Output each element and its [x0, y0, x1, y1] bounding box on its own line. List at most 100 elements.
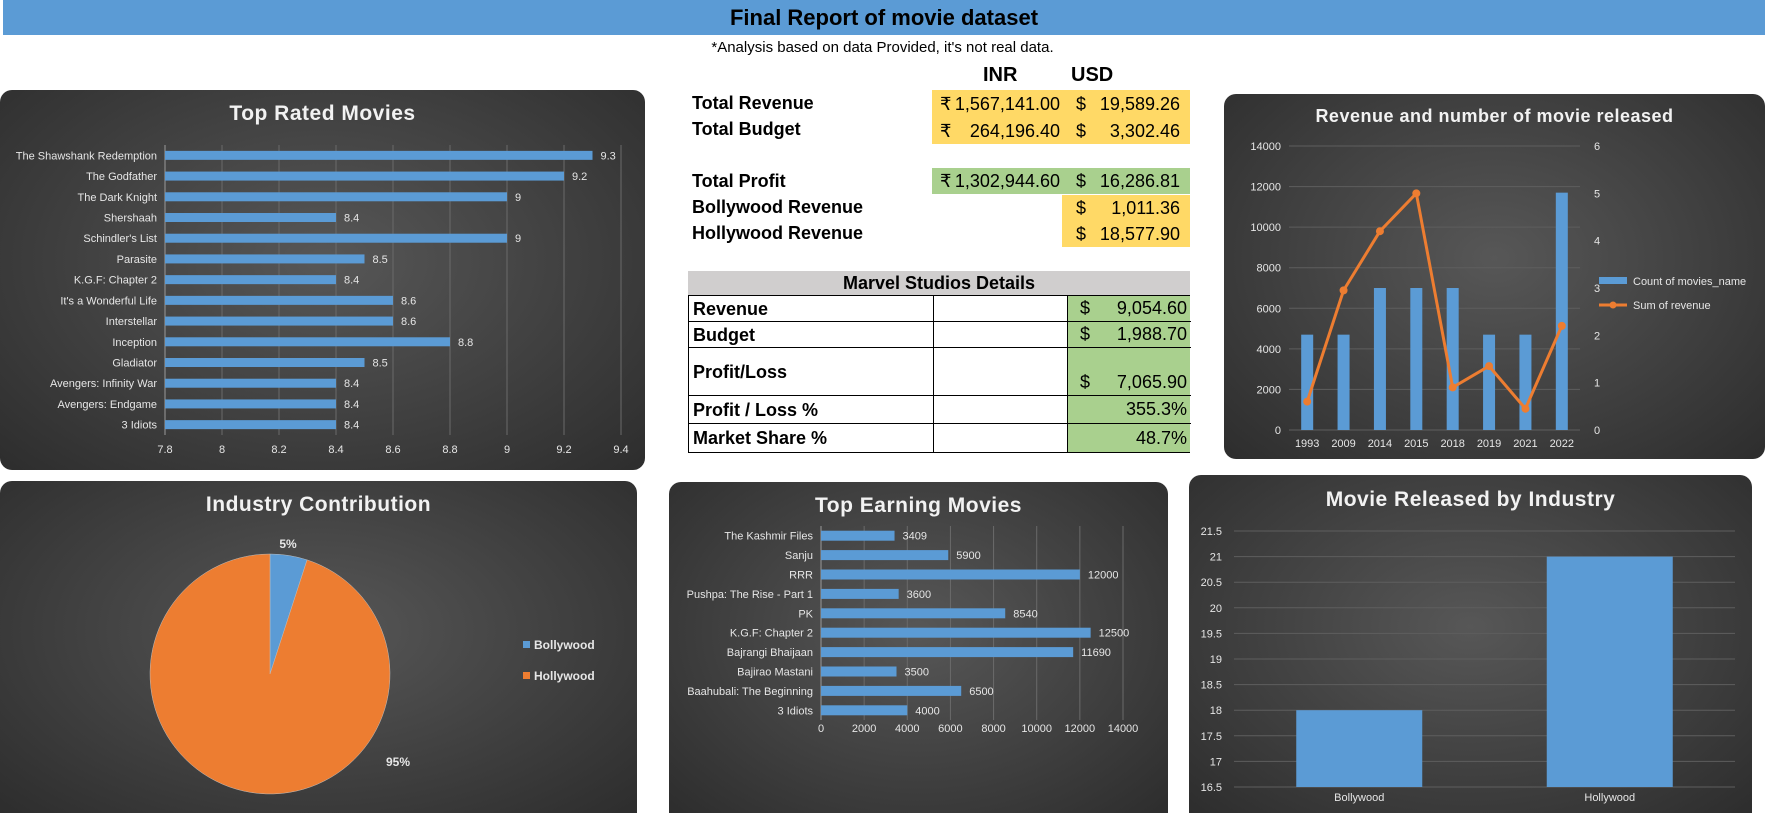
value: 7,065.90 [1116, 372, 1187, 392]
data-label: 12500 [1099, 628, 1130, 640]
legend-label: Bollywood [534, 638, 595, 652]
x-tick-label: 6000 [938, 723, 962, 735]
x-tick-label: 8 [219, 444, 225, 456]
bar [821, 569, 1080, 580]
row-value: $ 1,988.70 [1068, 322, 1190, 347]
total-revenue-inr: ₹ 1,567,141.00 [932, 90, 1062, 118]
y-tick-label: 0 [1275, 425, 1281, 437]
category-label: Sanju [785, 550, 813, 562]
line-point [1303, 397, 1312, 406]
x-tick-label: 2018 [1440, 438, 1464, 450]
data-label: 11690 [1081, 647, 1111, 659]
category-label: The Shawshank Redemption [16, 150, 157, 162]
marvel-table-title: Marvel Studios Details [688, 271, 1190, 295]
bar [165, 420, 336, 430]
bar [821, 608, 1006, 619]
bar [821, 530, 895, 541]
bar [1546, 556, 1673, 787]
bar [821, 627, 1091, 638]
x-tick-label: 8.6 [385, 444, 400, 456]
top-rated-chart: 7.8 8 8.2 8.4 8.6 8.8 9 9.2 9.4 The Shawshank Red… [16, 145, 629, 456]
data-label: 8.4 [344, 213, 359, 225]
x-tick-label: 2021 [1513, 438, 1537, 450]
total-revenue-label: Total Revenue [692, 93, 814, 113]
row-value: $ 9,054.60 [1068, 296, 1190, 321]
bar [1373, 288, 1386, 430]
category-label: Shershaah [104, 213, 157, 225]
marvel-details-table: Marvel Studios Details Revenue $ 9,054.6… [688, 271, 1191, 453]
hollywood-revenue-usd: $ 18,577.90 [1062, 221, 1190, 247]
bar [165, 316, 393, 326]
row-label: Profit / Loss % [693, 400, 819, 420]
legend-label: Sum of revenue [1633, 300, 1711, 312]
industry-contribution-chart-panel: Industry Contribution 5% 95% Bollywood Holl… [0, 481, 637, 813]
x-tick-label: 8.2 [271, 444, 286, 456]
data-label: 3409 [903, 531, 927, 543]
x-tick-label: 9.4 [613, 444, 628, 456]
row-value: $ 7,065.90 [1068, 348, 1190, 395]
y-tick-label: 2000 [1257, 384, 1281, 396]
top-earning-chart-panel: Top Earning Movies 0 2000 4000 6000 8000 1000… [669, 482, 1168, 813]
category-label: K.G.F: Chapter 2 [730, 628, 813, 640]
top-earning-chart: 0 2000 4000 6000 8000 10000 12000 14000 The Kash… [687, 526, 1138, 735]
y-tick-label: 18.5 [1201, 680, 1222, 692]
data-label: 9 [515, 233, 521, 245]
marvel-row: Profit / Loss % 355.3% [689, 396, 1191, 424]
data-label: 3500 [905, 667, 929, 679]
bar [1555, 192, 1568, 430]
x-tick-label: 12000 [1065, 723, 1096, 735]
y-tick-label: 20.5 [1201, 577, 1222, 589]
released-by-industry-chart: 16.5 17 17.5 18 18.5 19 19.5 20 20.5 21 21.5 Bollyw… [1201, 526, 1735, 804]
legend-swatch-bar [1599, 277, 1627, 284]
inr-symbol: ₹ [940, 93, 952, 114]
legend-swatch [523, 672, 530, 679]
line-point [1448, 383, 1457, 392]
column-divider [1067, 296, 1068, 452]
revenue-releases-chart-panel: Revenue and number of movie released 0 20… [1224, 94, 1765, 459]
value: 1,567,141.00 [954, 93, 1060, 114]
value: 9,054.60 [1116, 298, 1187, 318]
category-label: 3 Idiots [122, 420, 158, 432]
data-label: 8.6 [401, 316, 416, 328]
data-label: 12000 [1088, 570, 1119, 582]
marvel-row: Budget $ 1,988.70 [689, 322, 1191, 348]
pie-slice [149, 553, 391, 795]
category-label: Inception [112, 337, 157, 349]
value: 3,302.46 [1109, 120, 1180, 141]
data-label: 95% [386, 755, 410, 769]
value: 1,302,944.60 [954, 170, 1060, 191]
chart-title: Top Earning Movies [815, 494, 1022, 517]
column-divider [933, 296, 934, 452]
x-tick-label: Hollywood [1584, 792, 1635, 804]
x-tick-label: 2000 [852, 723, 876, 735]
chart-title: Industry Contribution [205, 493, 432, 516]
bar [165, 192, 507, 202]
y-tick-label: 18 [1210, 705, 1222, 717]
legend-label: Hollywood [534, 669, 595, 683]
x-tick-label: 2019 [1477, 438, 1501, 450]
x-tick-label: 8.4 [328, 444, 343, 456]
total-budget-usd: $ 3,302.46 [1062, 118, 1190, 144]
row-label: Budget [693, 325, 755, 345]
bar [821, 647, 1074, 658]
legend-swatch-marker [1609, 301, 1617, 309]
bar [165, 399, 336, 409]
x-tick-label: 8000 [981, 723, 1005, 735]
usd-symbol: $ [1076, 93, 1087, 114]
data-label: 9.3 [601, 150, 616, 162]
x-tick-label: 10000 [1021, 723, 1052, 735]
usd-symbol: $ [1080, 324, 1091, 344]
y-tick-label: 4000 [1257, 344, 1281, 356]
usd-header: USD [1071, 64, 1114, 86]
bar [165, 233, 507, 243]
category-label: Avengers: Infinity War [50, 378, 157, 390]
value: 355.3% [1125, 399, 1187, 419]
category-label: Avengers: Endgame [58, 399, 157, 411]
data-label: 5% [279, 537, 297, 551]
y-tick-label: 12000 [1250, 182, 1281, 194]
inr-symbol: ₹ [940, 170, 952, 191]
bar [165, 378, 336, 388]
x-tick-label: 9.2 [556, 444, 571, 456]
x-tick-label: 2022 [1550, 438, 1574, 450]
value: 1,988.70 [1116, 324, 1187, 344]
